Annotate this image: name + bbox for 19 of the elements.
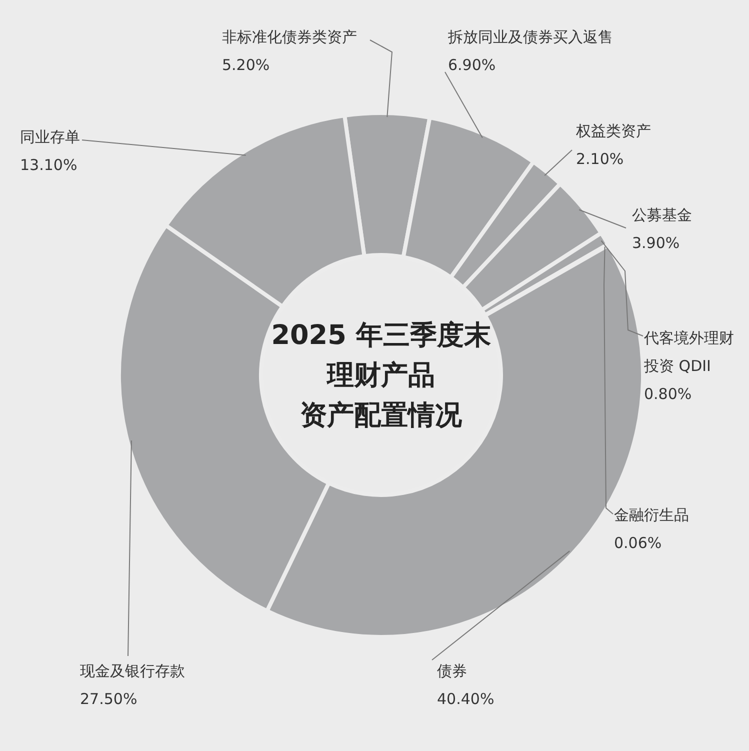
slice-label: 债券	[437, 662, 467, 680]
slice-label: 同业存单	[20, 128, 80, 146]
data-label: 5.20%	[222, 56, 270, 74]
data-label: 40.40%	[437, 690, 494, 708]
data-label: 0.80%	[644, 385, 692, 403]
data-label: 3.90%	[632, 234, 680, 252]
slice-label: 代客境外理财投资 QDII	[643, 329, 734, 375]
data-label: 27.50%	[80, 690, 138, 708]
data-label: 0.06%	[614, 534, 662, 552]
slice-label: 权益类资产	[575, 122, 651, 140]
slice-label: 金融衍生品	[614, 506, 689, 524]
text: 2025 年三季度末理财产品资产配置情况	[271, 320, 491, 431]
data-label: 13.10%	[20, 156, 78, 174]
slice-label: 非标准化债券类资产	[222, 28, 357, 46]
slice-label: 公募基金	[632, 206, 692, 224]
slice-label: 现金及银行存款	[80, 662, 185, 680]
slice-label: 拆放同业及债券买入返售	[447, 28, 613, 46]
data-label: 6.90%	[448, 56, 496, 74]
data-label: 2.10%	[576, 150, 624, 168]
